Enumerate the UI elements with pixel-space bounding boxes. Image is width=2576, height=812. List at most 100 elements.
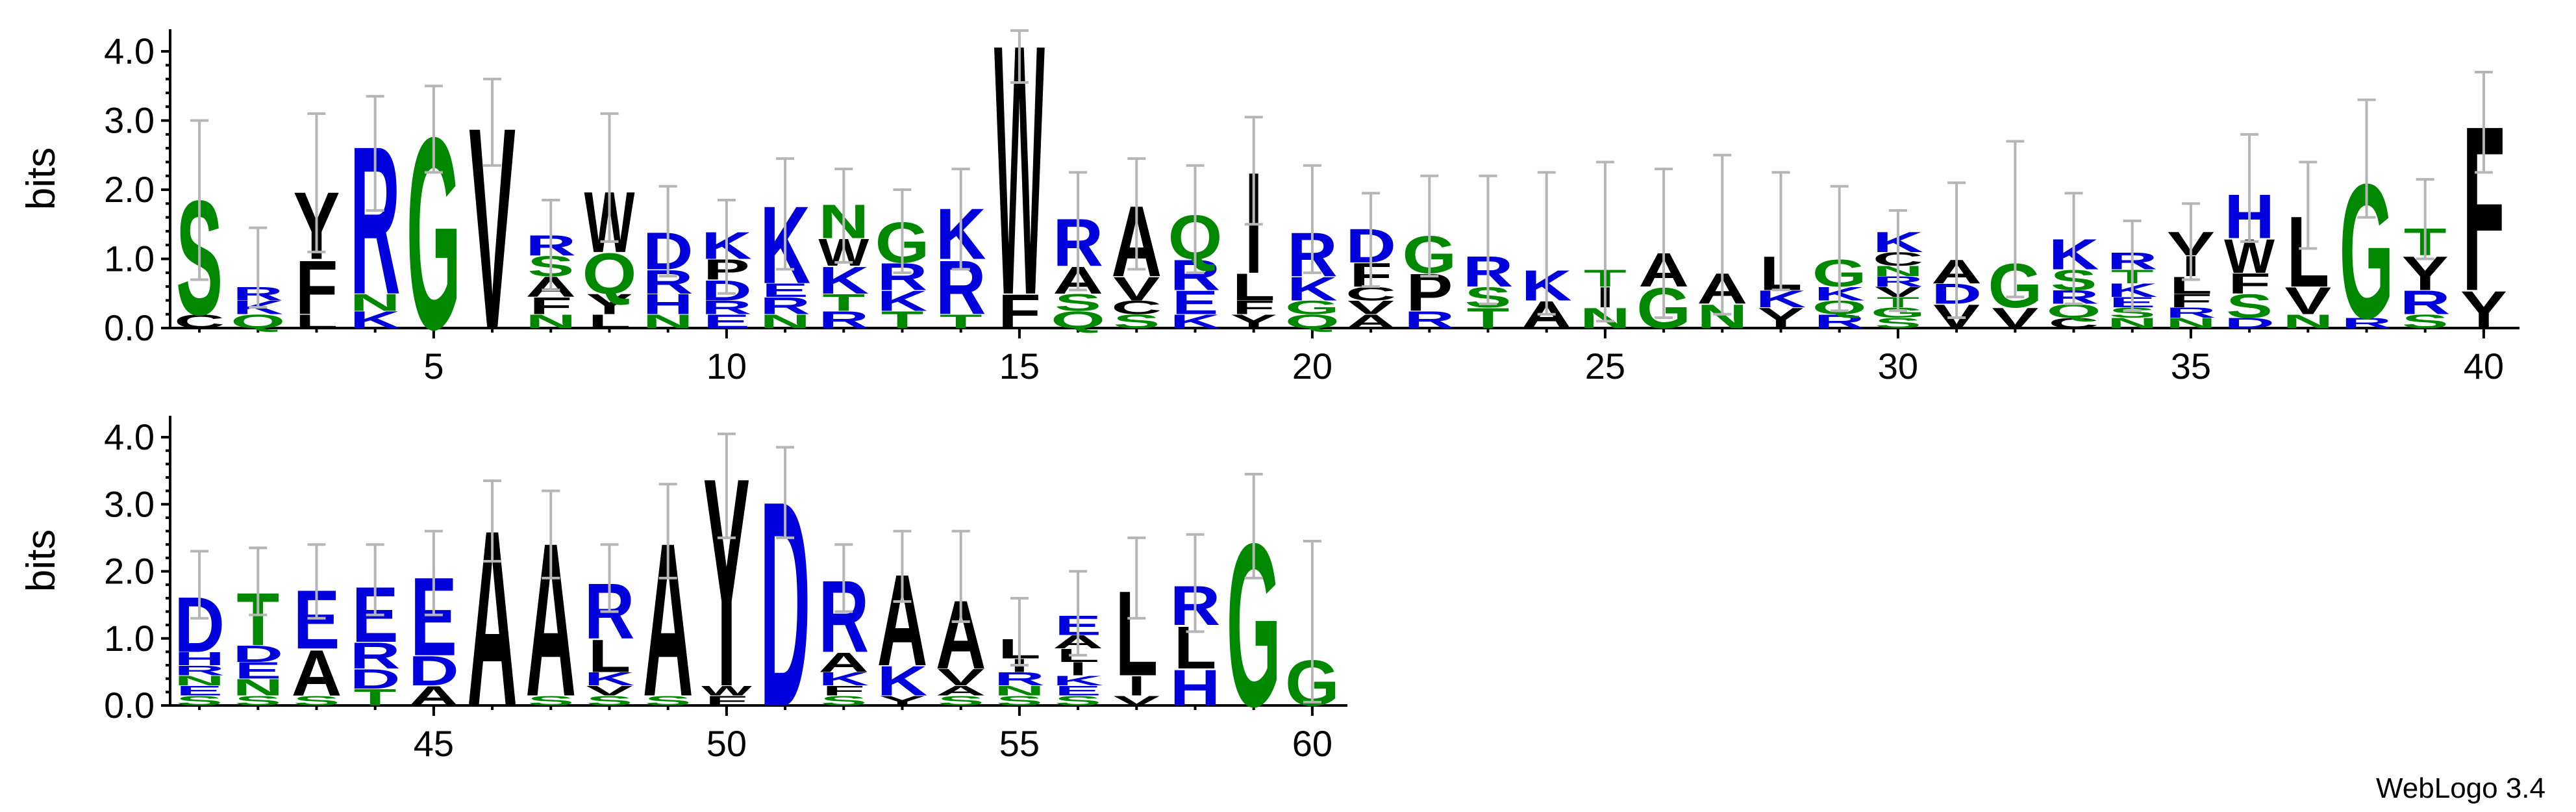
logo-letter-S: S	[2226, 287, 2273, 325]
logo-letter-A: A	[408, 681, 459, 712]
logo-column-3: LFY	[294, 173, 340, 332]
logo-letter-N: N	[232, 674, 283, 700]
y-axis-label: bits	[19, 529, 64, 592]
logo-letter-H: H	[1170, 660, 1221, 717]
logo-letter-L: L	[588, 630, 631, 682]
logo-letter-D: D	[232, 641, 283, 667]
logo-letter-V: V	[1113, 270, 1160, 307]
logo-letter-K: K	[1170, 311, 1221, 332]
x-tick-label: 50	[707, 723, 747, 764]
x-tick-label: 15	[999, 346, 1040, 387]
logo-letter-N: N	[174, 673, 225, 689]
x-tick-label: 10	[707, 346, 747, 387]
y-tick-label: 2.0	[104, 169, 155, 210]
logo-letter-D: D	[408, 648, 459, 694]
y-axis-label: bits	[19, 147, 64, 210]
logo-letter-A: A	[936, 683, 986, 698]
x-tick-label: 45	[414, 723, 454, 764]
logo-letter-K: K	[877, 285, 928, 318]
y-tick-label: 1.0	[104, 618, 155, 659]
weblogo-credit: WebLogo 3.4	[2376, 772, 2545, 804]
logo-column-53: YKA	[877, 548, 928, 708]
logo-letter-K: K	[584, 668, 635, 689]
x-tick-label: 5	[423, 346, 444, 387]
logo-column-43: SAE	[292, 573, 342, 710]
logo-letter-N: N	[760, 311, 810, 332]
logo-letter-E: E	[1172, 284, 1219, 322]
logo-letter-L: L	[295, 311, 338, 332]
logo-letter-F: F	[998, 285, 1041, 338]
logo-letter-S: S	[1055, 289, 1101, 316]
x-tick-label: 55	[999, 723, 1040, 764]
y-tick-label: 1.0	[104, 238, 155, 279]
y-tick-label: 4.0	[104, 416, 155, 457]
logo-letter-G: G	[1285, 297, 1340, 318]
logo-letter-A: A	[818, 647, 869, 678]
logo-letter-T: T	[354, 685, 397, 711]
logo-letter-E: E	[762, 279, 808, 301]
logo-letter-T: T	[881, 307, 924, 333]
logo-letter-Y: Y	[1758, 302, 1805, 335]
logo-letter-S: S	[996, 693, 1043, 709]
logo-letter-Q: Q	[1285, 311, 1340, 332]
y-tick-label: 2.0	[104, 551, 155, 592]
logo-letter-N: N	[2282, 311, 2333, 332]
logo-letter-V: V	[1347, 297, 1394, 318]
logo-letter-R: R	[1404, 307, 1455, 333]
logo-letter-R: R	[2342, 315, 2392, 331]
logo-letter-L: L	[588, 311, 631, 332]
logo-letter-T: T	[1467, 302, 1510, 335]
logo-letter-S: S	[586, 693, 633, 709]
logo-letter-I: I	[1128, 670, 1145, 702]
x-tick-label: 20	[1292, 346, 1332, 387]
logo-letter-S: S	[1113, 311, 1160, 332]
logo-letter-R: R	[174, 663, 225, 678]
logo-letter-R: R	[818, 307, 869, 333]
logo-letter-V: V	[2284, 280, 2331, 323]
logo-letter-F: F	[822, 683, 865, 698]
logo-letter-R: R	[1814, 311, 1865, 332]
logo-letter-A: A	[292, 637, 342, 710]
logo-letter-S: S	[1055, 693, 1101, 709]
logo-letter-R: R	[2400, 284, 2451, 322]
x-tick-label: 25	[1585, 346, 1625, 387]
logo-letter-S: S	[234, 693, 281, 709]
x-tick-label: 40	[2464, 346, 2504, 387]
logo-letter-K: K	[818, 668, 869, 689]
logo-letter-T: T	[940, 311, 982, 332]
logo-letter-E: E	[703, 311, 750, 332]
logo-letter-F: F	[1232, 297, 1275, 318]
logo-column-37: NVL	[2282, 196, 2333, 333]
logo-letter-I: I	[1069, 659, 1087, 679]
x-tick-label: 35	[2171, 346, 2211, 387]
logo-letter-S: S	[1875, 315, 1921, 331]
logo-letter-R: R	[701, 297, 752, 318]
logo-letter-L: L	[1232, 266, 1275, 309]
x-tick-label: 60	[1292, 723, 1332, 764]
logo-letter-R: R	[760, 293, 810, 320]
logo-letter-H: H	[643, 288, 694, 321]
logo-letter-F: F	[2170, 290, 2212, 311]
logo-letter-K: K	[877, 657, 928, 704]
y-tick-label: 0.0	[104, 685, 155, 726]
logo-panel-top: 0.01.02.03.04.0bits510152025303540CSQKRL…	[19, 0, 2520, 390]
logo-letter-R: R	[350, 635, 401, 677]
logo-letter-E: E	[1055, 683, 1101, 698]
logo-letter-D: D	[350, 664, 401, 695]
logo-letter-K: K	[1287, 270, 1338, 307]
logo-letter-S: S	[2402, 311, 2449, 332]
logo-letter-S: S	[176, 693, 223, 709]
logo-letter-S: S	[820, 693, 867, 709]
y-tick-label: 0.0	[104, 307, 155, 348]
logo-letter-Q: Q	[582, 242, 637, 306]
logo-letter-C: C	[174, 311, 225, 332]
logo-letter-S: S	[938, 693, 984, 709]
logo-letter-N: N	[525, 311, 576, 332]
logo-letter-F: F	[705, 693, 748, 709]
logo-letter-F: F	[295, 245, 338, 331]
